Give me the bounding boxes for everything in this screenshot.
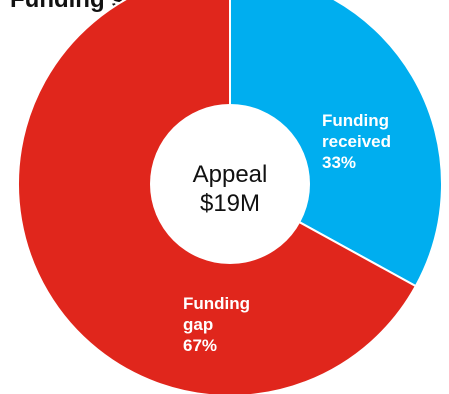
center-label-line: Appeal (192, 161, 268, 188)
slice-label-funding-gap: Funding gap 67% (183, 293, 250, 356)
slice-label-line: gap (183, 315, 214, 334)
slice-label-line: Funding (183, 294, 251, 313)
slice-label-line: Funding (322, 111, 390, 130)
donut-center-label: Appeal $19M (167, 160, 293, 218)
slice-label-percent: 67% (183, 336, 218, 355)
donut-hole (150, 104, 310, 264)
slice-label-funding-received: Funding received 33% (322, 110, 391, 173)
slice-label-percent: 33% (322, 153, 357, 172)
center-label-value: $19M (199, 190, 261, 217)
pie-slice-0 (229, 0, 443, 288)
slice-label-line: received (322, 132, 391, 151)
